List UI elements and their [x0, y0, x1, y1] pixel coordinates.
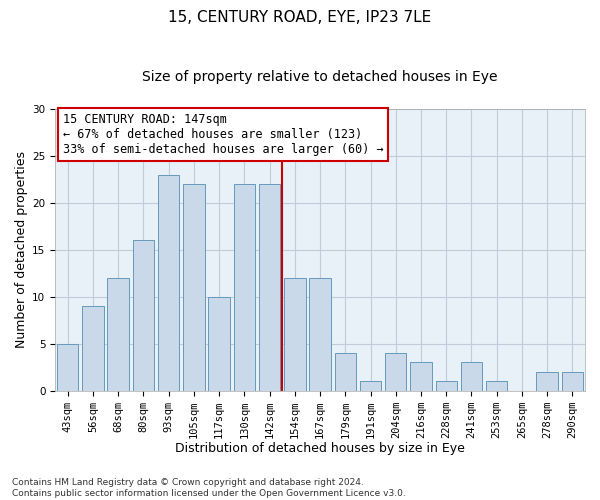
- Bar: [335, 353, 356, 391]
- Y-axis label: Number of detached properties: Number of detached properties: [15, 151, 28, 348]
- Bar: [208, 296, 230, 390]
- Bar: [410, 362, 432, 390]
- Bar: [310, 278, 331, 390]
- Bar: [486, 381, 508, 390]
- Text: 15, CENTURY ROAD, EYE, IP23 7LE: 15, CENTURY ROAD, EYE, IP23 7LE: [169, 10, 431, 25]
- Bar: [82, 306, 104, 390]
- Bar: [536, 372, 558, 390]
- Bar: [461, 362, 482, 390]
- Bar: [259, 184, 280, 390]
- Bar: [183, 184, 205, 390]
- Bar: [233, 184, 255, 390]
- Text: 15 CENTURY ROAD: 147sqm
← 67% of detached houses are smaller (123)
33% of semi-d: 15 CENTURY ROAD: 147sqm ← 67% of detache…: [63, 113, 384, 156]
- Title: Size of property relative to detached houses in Eye: Size of property relative to detached ho…: [142, 70, 498, 84]
- Bar: [284, 278, 305, 390]
- Bar: [133, 240, 154, 390]
- X-axis label: Distribution of detached houses by size in Eye: Distribution of detached houses by size …: [175, 442, 465, 455]
- Bar: [158, 174, 179, 390]
- Bar: [57, 344, 79, 390]
- Bar: [385, 353, 406, 391]
- Bar: [107, 278, 129, 390]
- Bar: [436, 381, 457, 390]
- Bar: [360, 381, 381, 390]
- Text: Contains HM Land Registry data © Crown copyright and database right 2024.
Contai: Contains HM Land Registry data © Crown c…: [12, 478, 406, 498]
- Bar: [562, 372, 583, 390]
